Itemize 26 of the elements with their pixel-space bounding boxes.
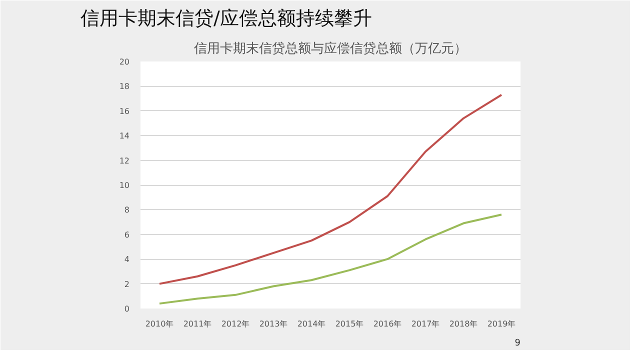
x-tick-label: 2012年 [221, 320, 250, 328]
x-tick-label: 2015年 [335, 320, 364, 328]
y-tick-label: 0 [124, 304, 130, 314]
x-tick-label: 2014年 [297, 320, 326, 328]
x-tick-label: 2013年 [259, 320, 288, 328]
y-tick-label: 10 [119, 181, 130, 190]
y-tick-label: 6 [124, 230, 130, 240]
chart-subtitle: 信用卡期末信贷总额与应偿信贷总额（万亿元） [194, 40, 467, 56]
text: 9 [514, 338, 521, 348]
y-tick-label: 4 [124, 255, 130, 264]
line-series [158, 214, 502, 305]
x-tick-label: 2018年 [449, 320, 478, 328]
x-tick-label: 2011年 [183, 320, 212, 328]
chart-title: 信用卡期末信贷/应偿总额持续攀升 [80, 8, 372, 30]
x-tick-label: 2010年 [145, 320, 174, 328]
y-tick-label: 16 [119, 106, 130, 116]
y-tick-label: 18 [119, 82, 130, 92]
x-tick-label: 2016年 [373, 320, 402, 328]
x-tick-label: 2019年 [487, 320, 516, 328]
x-tick-label: 2017年 [411, 320, 440, 328]
line-series [158, 94, 502, 285]
y-tick-label: 20 [119, 58, 130, 66]
y-tick-label: 12 [119, 156, 130, 166]
y-tick-label: 2 [124, 280, 130, 289]
y-tick-label: 8 [124, 206, 130, 215]
y-tick-label: 14 [119, 132, 130, 141]
